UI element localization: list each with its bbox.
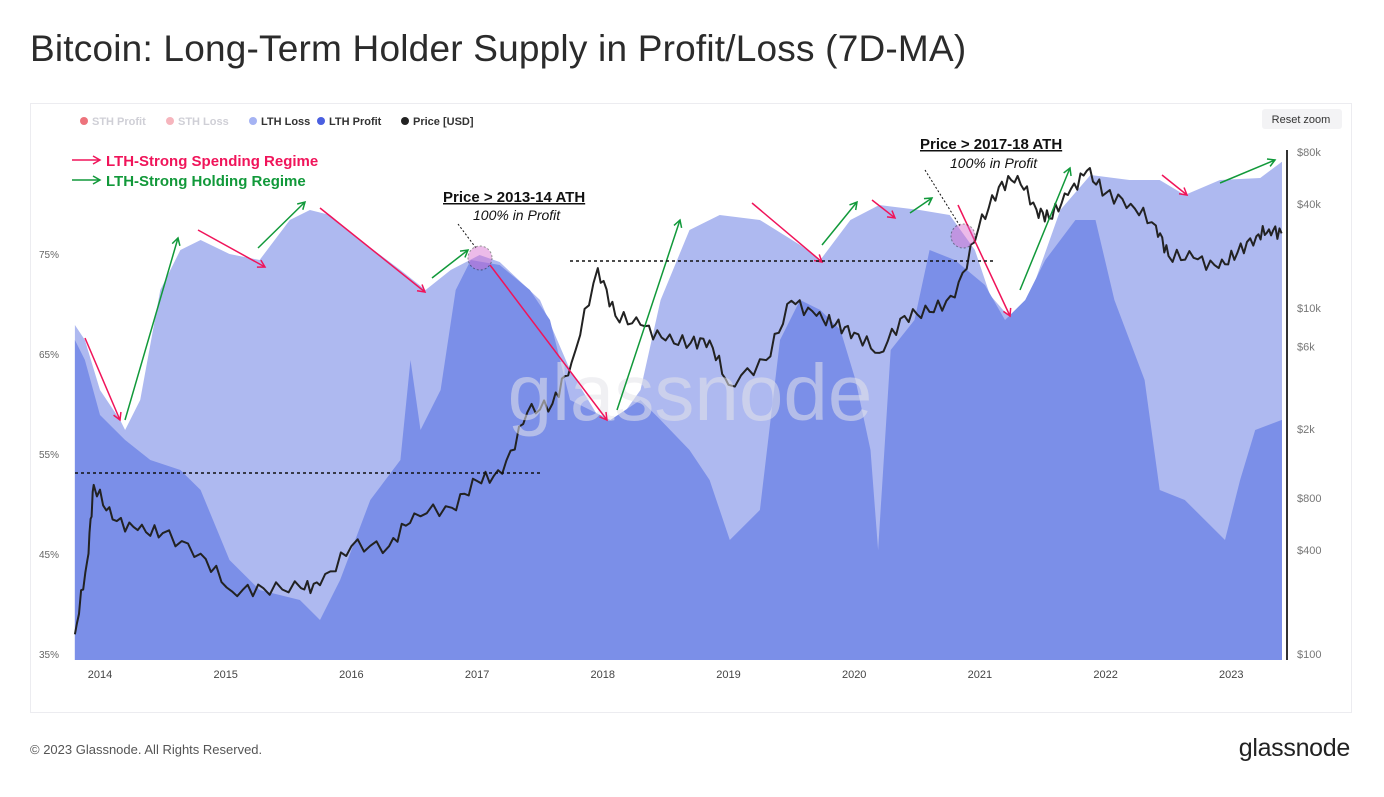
regime-key: LTH-Strong Spending Regime LTH-Strong Ho…	[72, 153, 318, 190]
legend-label: STH Profit	[92, 116, 146, 128]
legend-label: LTH Loss	[261, 116, 310, 128]
legend-dot-icon	[249, 117, 257, 125]
page-title: Bitcoin: Long-Term Holder Supply in Prof…	[30, 28, 967, 69]
ath2-sub: 100% in Profit	[950, 155, 1038, 171]
x-tick-label: 2020	[842, 669, 866, 681]
holding-arrow	[1219, 158, 1277, 184]
x-tick-label: 2017	[465, 669, 489, 681]
ath-annotation-2017: Price > 2017-18 ATH 100% in Profit	[920, 136, 1062, 171]
holding-regime-label: LTH-Strong Holding Regime	[106, 173, 306, 190]
x-tick-label: 2019	[716, 669, 740, 681]
legend-dot-icon	[80, 117, 88, 125]
x-tick-label: 2015	[213, 669, 237, 681]
spending-arrow	[319, 207, 427, 293]
lth-profit-area	[74, 220, 1283, 660]
legend-dot-icon	[317, 117, 325, 125]
y-right-tick-label: $2k	[1297, 424, 1315, 436]
holding-arrow	[1019, 166, 1072, 291]
y-left-tick-label: 75%	[39, 250, 59, 261]
x-tick-label: 2021	[968, 669, 992, 681]
y-right-tick-label: $400	[1297, 545, 1321, 557]
ath2-highlight-circle	[950, 223, 976, 249]
legend-label: LTH Profit	[329, 116, 382, 128]
plot-area	[73, 162, 1283, 660]
ath1-highlight-circle	[467, 245, 493, 271]
y-right-tick-label: $100	[1297, 649, 1321, 661]
reset-zoom-button[interactable]: Reset zoom	[1262, 109, 1342, 129]
watermark: glassnode	[508, 348, 873, 437]
ath2-title: Price > 2017-18 ATH	[920, 136, 1062, 153]
legend-item-price-usd[interactable]: Price [USD]	[401, 116, 474, 128]
legend-label: STH Loss	[178, 116, 229, 128]
holding-arrow	[821, 200, 858, 246]
ath1-pointer	[457, 223, 477, 249]
x-tick-label: 2016	[339, 669, 363, 681]
legend-item-sth-profit[interactable]: STH Profit	[80, 116, 146, 128]
legend-item-lth-loss[interactable]: LTH Loss	[249, 116, 310, 128]
y-left-tick-label: 65%	[39, 350, 59, 361]
spending-arrow	[1161, 174, 1189, 196]
spending-arrow	[489, 264, 608, 422]
spending-regime-label: LTH-Strong Spending Regime	[106, 153, 318, 170]
holding-arrow	[431, 249, 470, 279]
x-tick-label: 2022	[1093, 669, 1117, 681]
y-left-tick-label: 35%	[39, 650, 59, 661]
x-tick-label: 2023	[1219, 669, 1243, 681]
y-right-tick-label: $40k	[1297, 199, 1321, 211]
spending-arrow	[84, 337, 122, 422]
price-line	[73, 167, 1283, 635]
x-tick-label: 2018	[591, 669, 615, 681]
holding-arrow	[909, 197, 934, 214]
y-right-tick-label: $6k	[1297, 341, 1315, 353]
spending-arrow	[197, 229, 267, 268]
y-right-tick-label: $10k	[1297, 303, 1321, 315]
ath-annotation-2013: Price > 2013-14 ATH 100% in Profit	[443, 189, 585, 223]
legend-item-lth-profit[interactable]: LTH Profit	[317, 116, 382, 128]
y-left-tick-label: 55%	[39, 450, 59, 461]
spending-arrow	[871, 199, 897, 219]
holding-arrow	[124, 236, 181, 421]
holding-arrow	[616, 218, 683, 411]
axes: 2014 2015 2016 2017 2018 2019 2020 2021 2022 2023…	[39, 147, 1321, 681]
legend-dot-icon	[401, 117, 409, 125]
spending-arrow	[751, 202, 824, 263]
holding-arrow	[257, 200, 307, 249]
legend: STH Profit STH Loss LTH Loss LTH Profit Pric…	[80, 116, 474, 128]
ath2-pointer	[924, 169, 961, 227]
legend-dot-icon	[166, 117, 174, 125]
annotations	[75, 158, 1277, 474]
y-right-tick-label: $800	[1297, 493, 1321, 505]
legend-item-sth-loss[interactable]: STH Loss	[166, 116, 229, 128]
x-tick-label: 2014	[88, 669, 112, 681]
reset-zoom-label: Reset zoom	[1272, 114, 1331, 126]
y-left-tick-label: 45%	[39, 550, 59, 561]
ath1-sub: 100% in Profit	[473, 207, 561, 223]
y-right-tick-label: $80k	[1297, 147, 1321, 159]
legend-label: Price [USD]	[413, 116, 474, 128]
ath1-title: Price > 2013-14 ATH	[443, 189, 585, 206]
copyright-footer: © 2023 Glassnode. All Rights Reserved.	[30, 742, 263, 757]
glassnode-logo: glassnode	[1238, 734, 1351, 762]
